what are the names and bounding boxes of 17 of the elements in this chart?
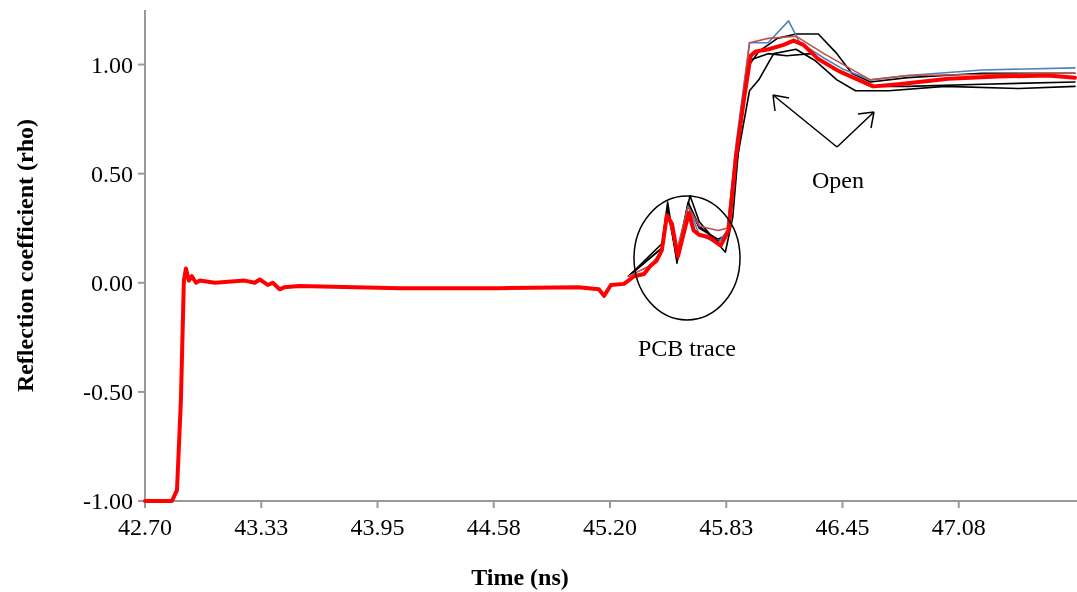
x-tick-label: 45.83: [699, 514, 754, 540]
y-tick-label: 0.00: [91, 270, 133, 297]
annotation: PCB trace: [638, 335, 736, 361]
x-tick-label: 45.20: [583, 514, 637, 540]
y-tick-label: -0.50: [83, 379, 133, 406]
annotation: Open: [812, 167, 864, 193]
x-tick-label: 44.58: [466, 514, 521, 540]
y-axis-title: Reflection coefficient (rho): [12, 118, 38, 393]
x-axis-title: Time (ns): [471, 564, 569, 590]
x-tick-label: 43.33: [234, 514, 289, 540]
x-tick-label: 46.45: [815, 514, 870, 540]
y-tick-label: 1.00: [91, 51, 133, 78]
x-tick-label: 42.70: [118, 514, 172, 540]
x-tick-label: 47.08: [931, 514, 986, 540]
y-tick-label: -1.00: [83, 488, 133, 515]
x-tick-label: 43.95: [350, 514, 405, 540]
y-tick-label: 0.50: [91, 161, 133, 188]
